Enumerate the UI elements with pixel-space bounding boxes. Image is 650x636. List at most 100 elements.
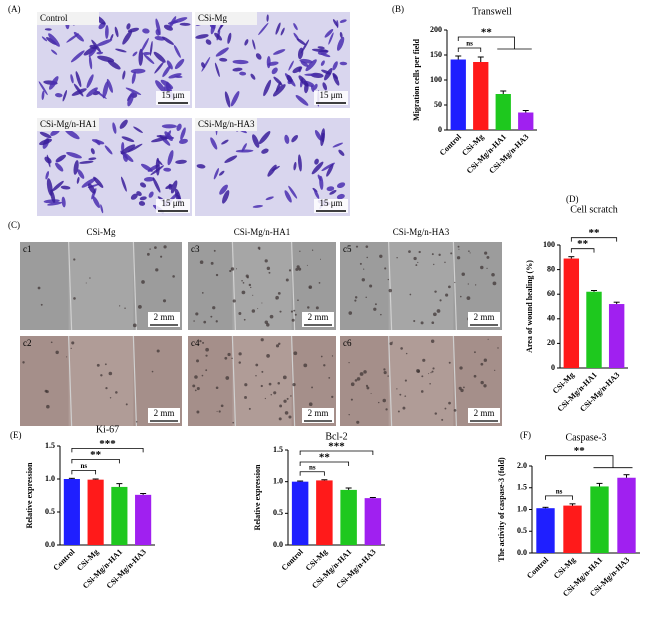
cell (304, 82, 309, 94)
cell (205, 39, 212, 45)
significance-bracket: ** (299, 452, 350, 467)
cell (46, 178, 53, 196)
debris (417, 261, 419, 264)
debris (492, 281, 497, 286)
debris (269, 314, 274, 319)
significance-bracket: ** (570, 238, 595, 253)
debris (433, 263, 435, 266)
debris (250, 286, 252, 289)
debris (460, 388, 464, 393)
debris (50, 341, 53, 344)
debris (468, 250, 470, 252)
debris (251, 309, 256, 313)
debris (109, 397, 112, 399)
scratch-image: c2 2 mm (20, 335, 182, 427)
debris (487, 338, 489, 340)
cell (299, 58, 313, 64)
debris (432, 367, 435, 370)
significance-label: ** (481, 27, 493, 39)
y-tick-label: 0.5 (273, 508, 283, 517)
x-tick-label: CSi-Mg (552, 555, 577, 580)
scratch-edge (68, 241, 73, 331)
scratch-edge (388, 335, 393, 427)
debris (373, 307, 377, 311)
cell (77, 169, 85, 179)
cell (232, 59, 249, 65)
cell (38, 81, 48, 96)
debris (212, 306, 216, 310)
cell (41, 90, 45, 101)
y-tick-label: 20 (547, 338, 555, 347)
debris (433, 312, 437, 317)
cell (119, 119, 128, 129)
debris (172, 275, 175, 278)
bar (495, 94, 511, 130)
debris (458, 386, 462, 390)
cell (336, 182, 346, 189)
debris (235, 268, 237, 270)
error-bar (321, 479, 328, 481)
debris (480, 362, 484, 366)
debris (365, 384, 369, 387)
cell (224, 155, 238, 164)
debris (275, 298, 277, 300)
cell (131, 71, 136, 84)
cell (73, 160, 79, 175)
label-box (37, 118, 99, 131)
debris (73, 297, 76, 300)
debris (311, 386, 313, 389)
cell (170, 180, 178, 194)
debris (296, 265, 300, 269)
significance-label: *** (328, 441, 345, 453)
debris (365, 296, 367, 299)
y-tick-label: 0.5 (517, 526, 527, 535)
debris (438, 253, 441, 257)
y-tick-label: 80 (547, 264, 555, 273)
debris (383, 368, 386, 371)
debris (138, 305, 142, 309)
cell (173, 44, 181, 58)
error-bar (345, 487, 352, 490)
cell (209, 23, 216, 29)
debris (378, 401, 380, 404)
debris (480, 265, 484, 270)
error-bar (68, 477, 75, 479)
scratch-edge (388, 241, 393, 331)
debris (359, 262, 362, 265)
cell (214, 62, 220, 77)
debris (270, 394, 272, 396)
y-axis-label: Area of wound healing (%) (525, 260, 534, 353)
debris (194, 389, 197, 392)
panel-label: (F) (520, 430, 531, 440)
y-tick-label: 100 (430, 75, 442, 84)
bracket (457, 47, 482, 52)
cell (288, 60, 294, 71)
cell (175, 159, 187, 164)
scale-label: 15 μm (161, 90, 184, 100)
debris (486, 267, 488, 270)
scratch-image: c6 2 mm (340, 335, 502, 427)
bracket (545, 455, 614, 468)
significance-bracket: *** (299, 441, 374, 456)
bracket (570, 237, 618, 242)
y-tick-label: 2.0 (517, 461, 527, 470)
bracket (299, 471, 325, 476)
y-tick-label: 0.0 (517, 548, 527, 557)
scratch-image: c4 2 mm (188, 335, 336, 427)
column-title: CSi-Mg/n-HA1 (234, 227, 291, 237)
label-box (37, 12, 99, 25)
debris (154, 246, 157, 249)
debris (319, 258, 322, 260)
cell (102, 81, 109, 99)
cell (332, 61, 338, 71)
cell (261, 148, 269, 154)
scale-label: 2 mm (154, 408, 175, 418)
significance-label: ** (577, 238, 589, 250)
cell (138, 48, 144, 66)
cell (213, 168, 219, 180)
cell (73, 31, 84, 42)
y-axis-label: Relative expression (25, 462, 34, 528)
cell (215, 47, 229, 57)
cell (114, 26, 119, 38)
image-label: CSi-Mg (198, 13, 228, 23)
